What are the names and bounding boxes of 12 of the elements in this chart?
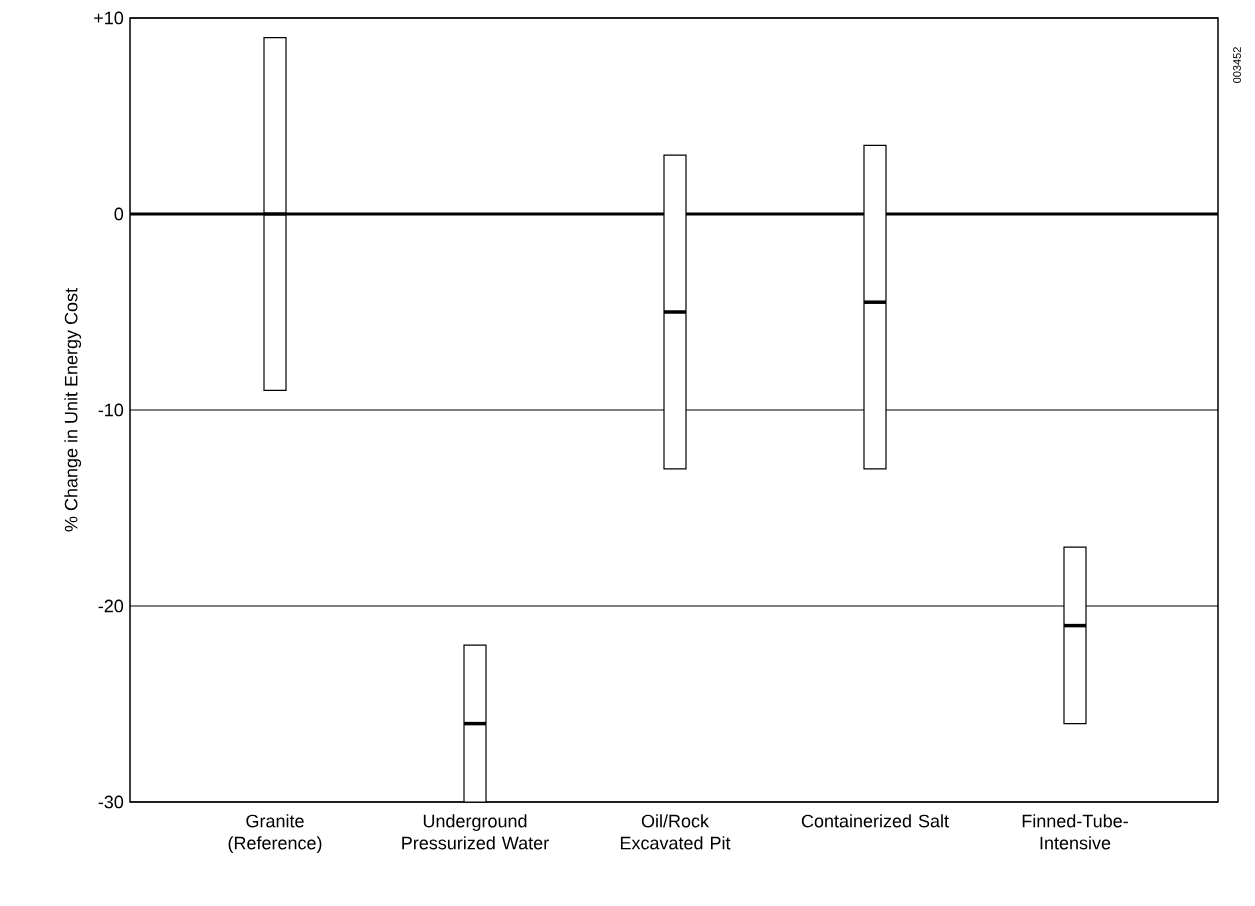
y-tick-label: -30 — [98, 795, 124, 809]
x-tick-label: Underground Pressurized Water — [402, 814, 549, 850]
x-tick-label: Granite (Reference) — [228, 814, 322, 853]
y-tick-label: -20 — [98, 599, 124, 613]
y-tick-label: -10 — [98, 403, 124, 417]
y-tick-label: 0 — [114, 207, 124, 221]
y-tick-label: +10 — [94, 11, 124, 25]
x-tick-label: Oil/Rock Excavated Pit — [620, 814, 731, 850]
y-axis-title: % Change in Unit Energy Cost — [64, 288, 82, 532]
text: 003452 — [1233, 47, 1241, 83]
x-tick-label: Containerized Salt — [801, 814, 949, 828]
x-tick-label: Finned-Tube-Intensive — [1022, 814, 1128, 850]
